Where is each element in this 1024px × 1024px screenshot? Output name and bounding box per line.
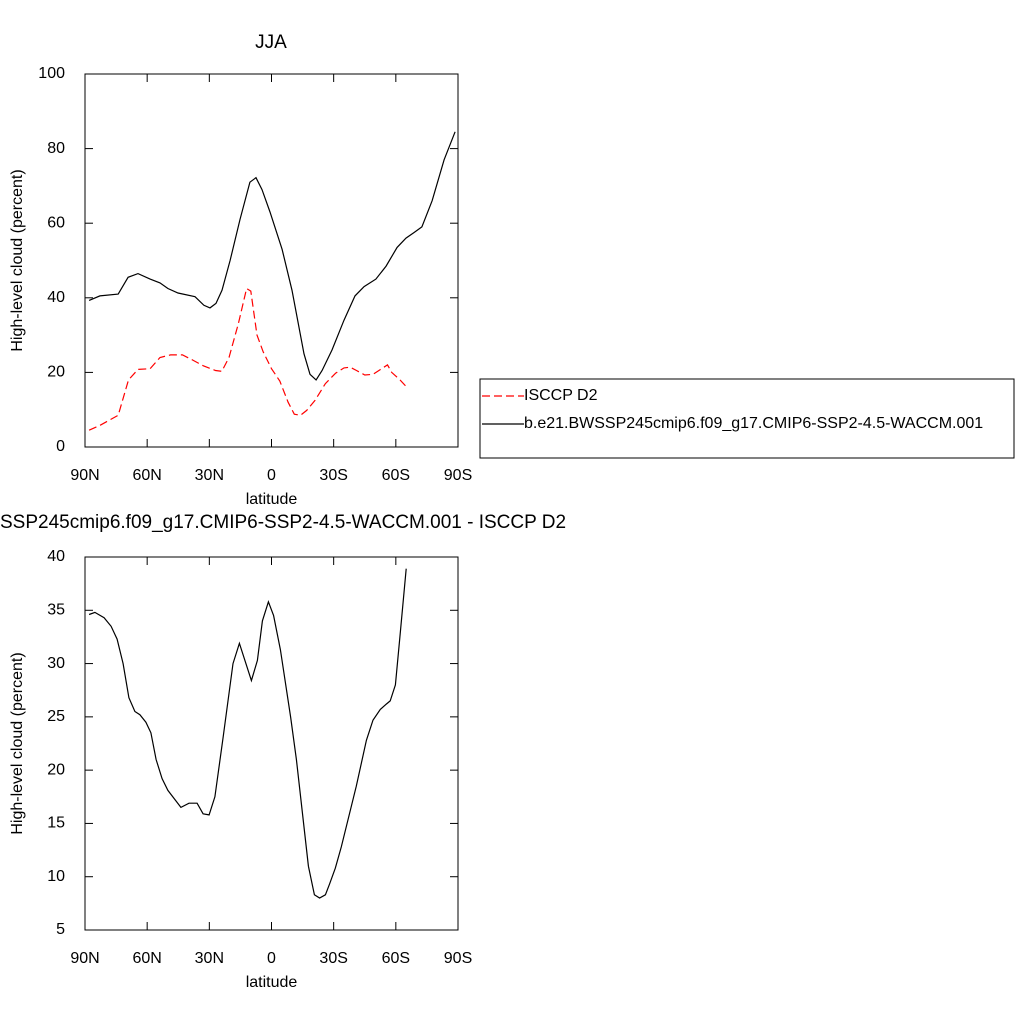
x-tick-label: 30S xyxy=(319,467,347,484)
x-axis-label: latitude xyxy=(246,974,298,991)
x-tick-label: 60N xyxy=(132,950,161,967)
y-tick-label: 5 xyxy=(56,921,65,938)
y-tick-label: 20 xyxy=(47,364,65,381)
y-axis-label: High-level cloud (percent) xyxy=(9,169,26,351)
y-tick-label: 15 xyxy=(47,815,65,832)
y-tick-label: 10 xyxy=(47,868,65,885)
x-tick-label: 30N xyxy=(195,467,224,484)
y-tick-label: 0 xyxy=(56,438,65,455)
data-line xyxy=(88,287,407,431)
x-tick-label: 60S xyxy=(382,950,410,967)
y-tick-label: 20 xyxy=(47,761,65,778)
y-tick-label: 30 xyxy=(47,655,65,672)
legend-label: b.e21.BWSSP245cmip6.f09_g17.CMIP6-SSP2-4… xyxy=(524,415,983,432)
x-tick-label: 30N xyxy=(195,950,224,967)
y-tick-label: 100 xyxy=(38,65,65,82)
data-line xyxy=(88,568,407,899)
legend-label: ISCCP D2 xyxy=(524,387,598,404)
x-tick-label: 90S xyxy=(444,950,472,967)
y-tick-label: 35 xyxy=(47,602,65,619)
x-axis-label: latitude xyxy=(246,491,298,508)
x-tick-label: 90S xyxy=(444,467,472,484)
y-tick-label: 25 xyxy=(47,708,65,725)
chart-title: SSP245cmip6.f09_g17.CMIP6-SSP2-4.5-WACCM… xyxy=(0,512,566,533)
x-tick-label: 0 xyxy=(267,467,276,484)
y-tick-label: 80 xyxy=(47,140,65,157)
y-tick-label: 40 xyxy=(47,289,65,306)
x-tick-label: 30S xyxy=(319,950,347,967)
chart-title: JJA xyxy=(255,32,287,53)
y-tick-label: 60 xyxy=(47,214,65,231)
y-axis-label: High-level cloud (percent) xyxy=(9,652,26,834)
y-tick-label: 40 xyxy=(47,548,65,565)
x-tick-label: 60N xyxy=(132,467,161,484)
x-tick-label: 90N xyxy=(70,950,99,967)
x-tick-label: 90N xyxy=(70,467,99,484)
plot-frame xyxy=(84,73,459,448)
data-line xyxy=(88,131,456,381)
x-tick-label: 0 xyxy=(267,950,276,967)
x-tick-label: 60S xyxy=(382,467,410,484)
legend-box xyxy=(479,378,1015,459)
